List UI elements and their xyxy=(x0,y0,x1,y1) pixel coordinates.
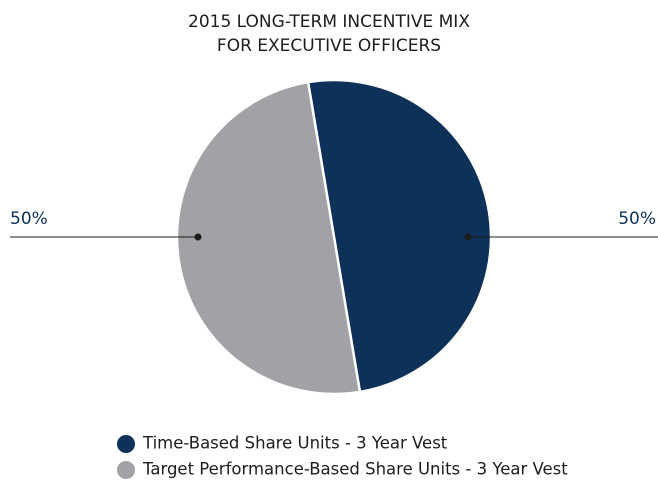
pie-slice xyxy=(175,80,362,396)
leader-dot xyxy=(464,233,472,241)
data-label: 50% xyxy=(10,209,48,229)
chart-title: FOR EXECUTIVE OFFICERS xyxy=(217,36,441,56)
legend-label: Target Performance-Based Share Units - 3… xyxy=(142,460,568,479)
pie-slice xyxy=(306,78,493,394)
legend-label: Time-Based Share Units - 3 Year Vest xyxy=(142,434,448,453)
leader-dot xyxy=(194,233,202,241)
legend-swatch xyxy=(117,461,135,479)
chart-title: 2015 LONG-TERM INCENTIVE MIX xyxy=(188,12,470,32)
legend-swatch xyxy=(117,435,135,453)
data-label: 50% xyxy=(618,209,656,229)
